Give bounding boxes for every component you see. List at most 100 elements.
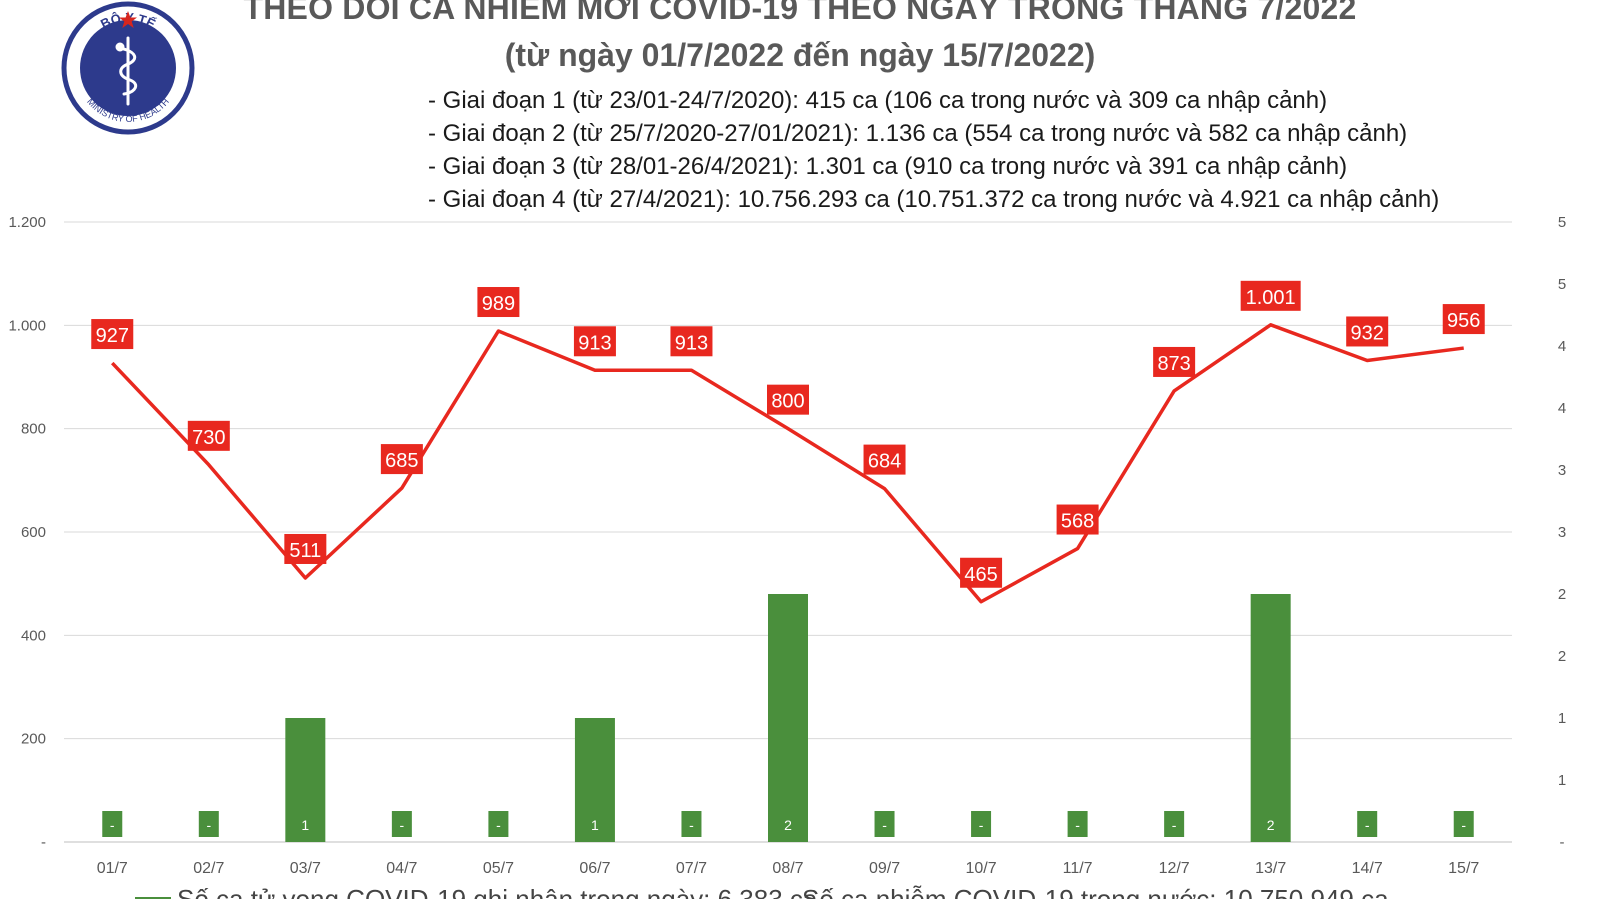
legend-item-cases: Số ca nhiễm COVID-19 trong nước: 10.750.… — [760, 884, 1389, 899]
x-tick-label: 08/7 — [772, 860, 803, 877]
x-tick-label: 05/7 — [483, 860, 514, 877]
case-label: 465 — [964, 564, 997, 586]
right-tick-label: 3 — [1558, 524, 1566, 541]
death-bar-label: - — [400, 817, 405, 833]
case-label-box — [477, 287, 520, 318]
death-bar-zero — [1067, 811, 1088, 837]
death-bar-label: - — [979, 817, 984, 833]
x-tick-label: 09/7 — [869, 860, 900, 877]
death-bar-label: - — [1075, 817, 1080, 833]
death-bar-label: - — [1172, 817, 1177, 833]
left-axis: - 200 400 600 800 1.000 1.200 — [8, 214, 46, 851]
case-label-box — [380, 444, 423, 475]
right-tick-label: 2 — [1558, 648, 1566, 665]
death-bar-zero — [391, 811, 412, 837]
left-tick-label: - — [41, 834, 46, 851]
left-tick-label: 600 — [21, 524, 46, 541]
right-tick-label: 4 — [1558, 400, 1566, 417]
death-bar-label: - — [1461, 817, 1466, 833]
x-tick-label: 04/7 — [386, 860, 417, 877]
death-bar-label: - — [1365, 817, 1370, 833]
death-bar — [1250, 594, 1291, 842]
case-label: 927 — [96, 325, 129, 347]
case-label: 685 — [385, 450, 418, 472]
case-label-box — [187, 420, 230, 451]
case-label-box — [91, 319, 134, 350]
legend-label-cases: Số ca nhiễm COVID-19 trong nước: 10.750.… — [802, 884, 1389, 899]
left-tick-label: 800 — [21, 421, 46, 438]
case-label-box — [670, 326, 713, 357]
death-bar-zero — [488, 811, 509, 837]
x-tick-label: 02/7 — [193, 860, 224, 877]
death-bar — [574, 718, 615, 842]
x-tick-label: 13/7 — [1255, 860, 1286, 877]
death-bar-zero — [102, 811, 123, 837]
phase-note: - Giai đoạn 4 (từ 27/4/2021): 10.756.293… — [428, 186, 1440, 213]
death-bar-zero — [1164, 811, 1185, 837]
death-bar-zero — [1453, 811, 1474, 837]
death-bar-zero — [681, 811, 702, 837]
death-bar-label: 2 — [1267, 817, 1275, 833]
logo-star-icon — [119, 11, 137, 28]
right-tick-label: 5 — [1558, 214, 1566, 231]
case-label-box — [767, 384, 809, 415]
right-tick-label: 3 — [1558, 462, 1566, 479]
case-label: 730 — [192, 427, 225, 449]
phase-note: - Giai đoạn 3 (từ 28/01-26/4/2021): 1.30… — [428, 153, 1348, 180]
case-label-box — [960, 557, 1003, 588]
death-bar-zero — [971, 811, 992, 837]
death-bar-zero — [198, 811, 219, 837]
case-label: 684 — [868, 451, 901, 473]
case-label-box — [1056, 504, 1099, 535]
death-bar-label: - — [110, 817, 115, 833]
phase-note: - Giai đoạn 2 (từ 25/7/2020-27/01/2021):… — [428, 120, 1408, 147]
case-label: 913 — [675, 332, 708, 354]
x-tick-label: 07/7 — [676, 860, 707, 877]
x-tick-label: 10/7 — [965, 860, 996, 877]
death-bar-label: - — [689, 817, 694, 833]
x-tick-label: 15/7 — [1448, 860, 1479, 877]
x-axis: 01/7 02/7 03/7 04/7 05/7 06/7 07/7 08/7 09/7 10/7… — [97, 860, 1480, 877]
legend-swatch-deaths — [135, 897, 171, 899]
case-label: 1.001 — [1246, 287, 1296, 309]
case-label: 932 — [1351, 322, 1384, 344]
case-label-box — [1346, 316, 1389, 347]
x-tick-label: 11/7 — [1063, 860, 1093, 877]
death-bar — [285, 718, 326, 842]
case-label: 511 — [289, 540, 321, 562]
death-bar-label: - — [882, 817, 887, 833]
right-tick-label: 1 — [1558, 772, 1566, 789]
left-tick-label: 200 — [21, 731, 46, 748]
death-bar-zero — [1357, 811, 1378, 837]
case-line — [110, 323, 1464, 604]
case-label: 956 — [1447, 310, 1480, 332]
case-label-box — [863, 444, 906, 475]
chart-title: THEO DÕI CA NHIỄM MỚI COVID-19 THEO NGÀY… — [243, 0, 1357, 26]
case-label: 989 — [482, 293, 515, 315]
case-label-box — [284, 533, 327, 564]
case-line-path — [110, 323, 1464, 604]
death-bar-zero — [874, 811, 895, 837]
right-tick-label: 4 — [1558, 338, 1566, 355]
x-tick-label: 06/7 — [579, 860, 610, 877]
legend-item-deaths: Số ca tử vong COVID-19 ghi nhận trong ng… — [135, 884, 817, 899]
death-bar-label: 1 — [301, 817, 309, 833]
left-tick-label: 400 — [21, 627, 46, 644]
case-labels: 927 730 511 685 989 913 913 800 684 465 568 873 1.00… — [91, 280, 1485, 588]
right-tick-label: 1 — [1558, 710, 1566, 727]
case-label-box — [1153, 346, 1196, 377]
case-label-box — [1240, 280, 1301, 311]
right-axis: - 1 1 2 2 3 3 4 4 5 5 — [1558, 214, 1566, 851]
case-label: 913 — [578, 332, 611, 354]
case-label-box — [1442, 304, 1485, 335]
caduceus-icon — [115, 36, 138, 106]
death-bar-label: - — [496, 817, 501, 833]
ministry-of-health-logo: BỘ Y TẾ MINISTRY OF HEALTH — [61, 1, 195, 135]
case-label: 568 — [1061, 511, 1094, 533]
x-tick-label: 03/7 — [290, 860, 321, 877]
chart-subtitle: (từ ngày 01/7/2022 đến ngày 15/7/2022) — [504, 37, 1096, 73]
death-bar-label: 2 — [784, 817, 792, 833]
case-label-box — [573, 326, 616, 357]
right-tick-label: - — [1560, 834, 1565, 851]
